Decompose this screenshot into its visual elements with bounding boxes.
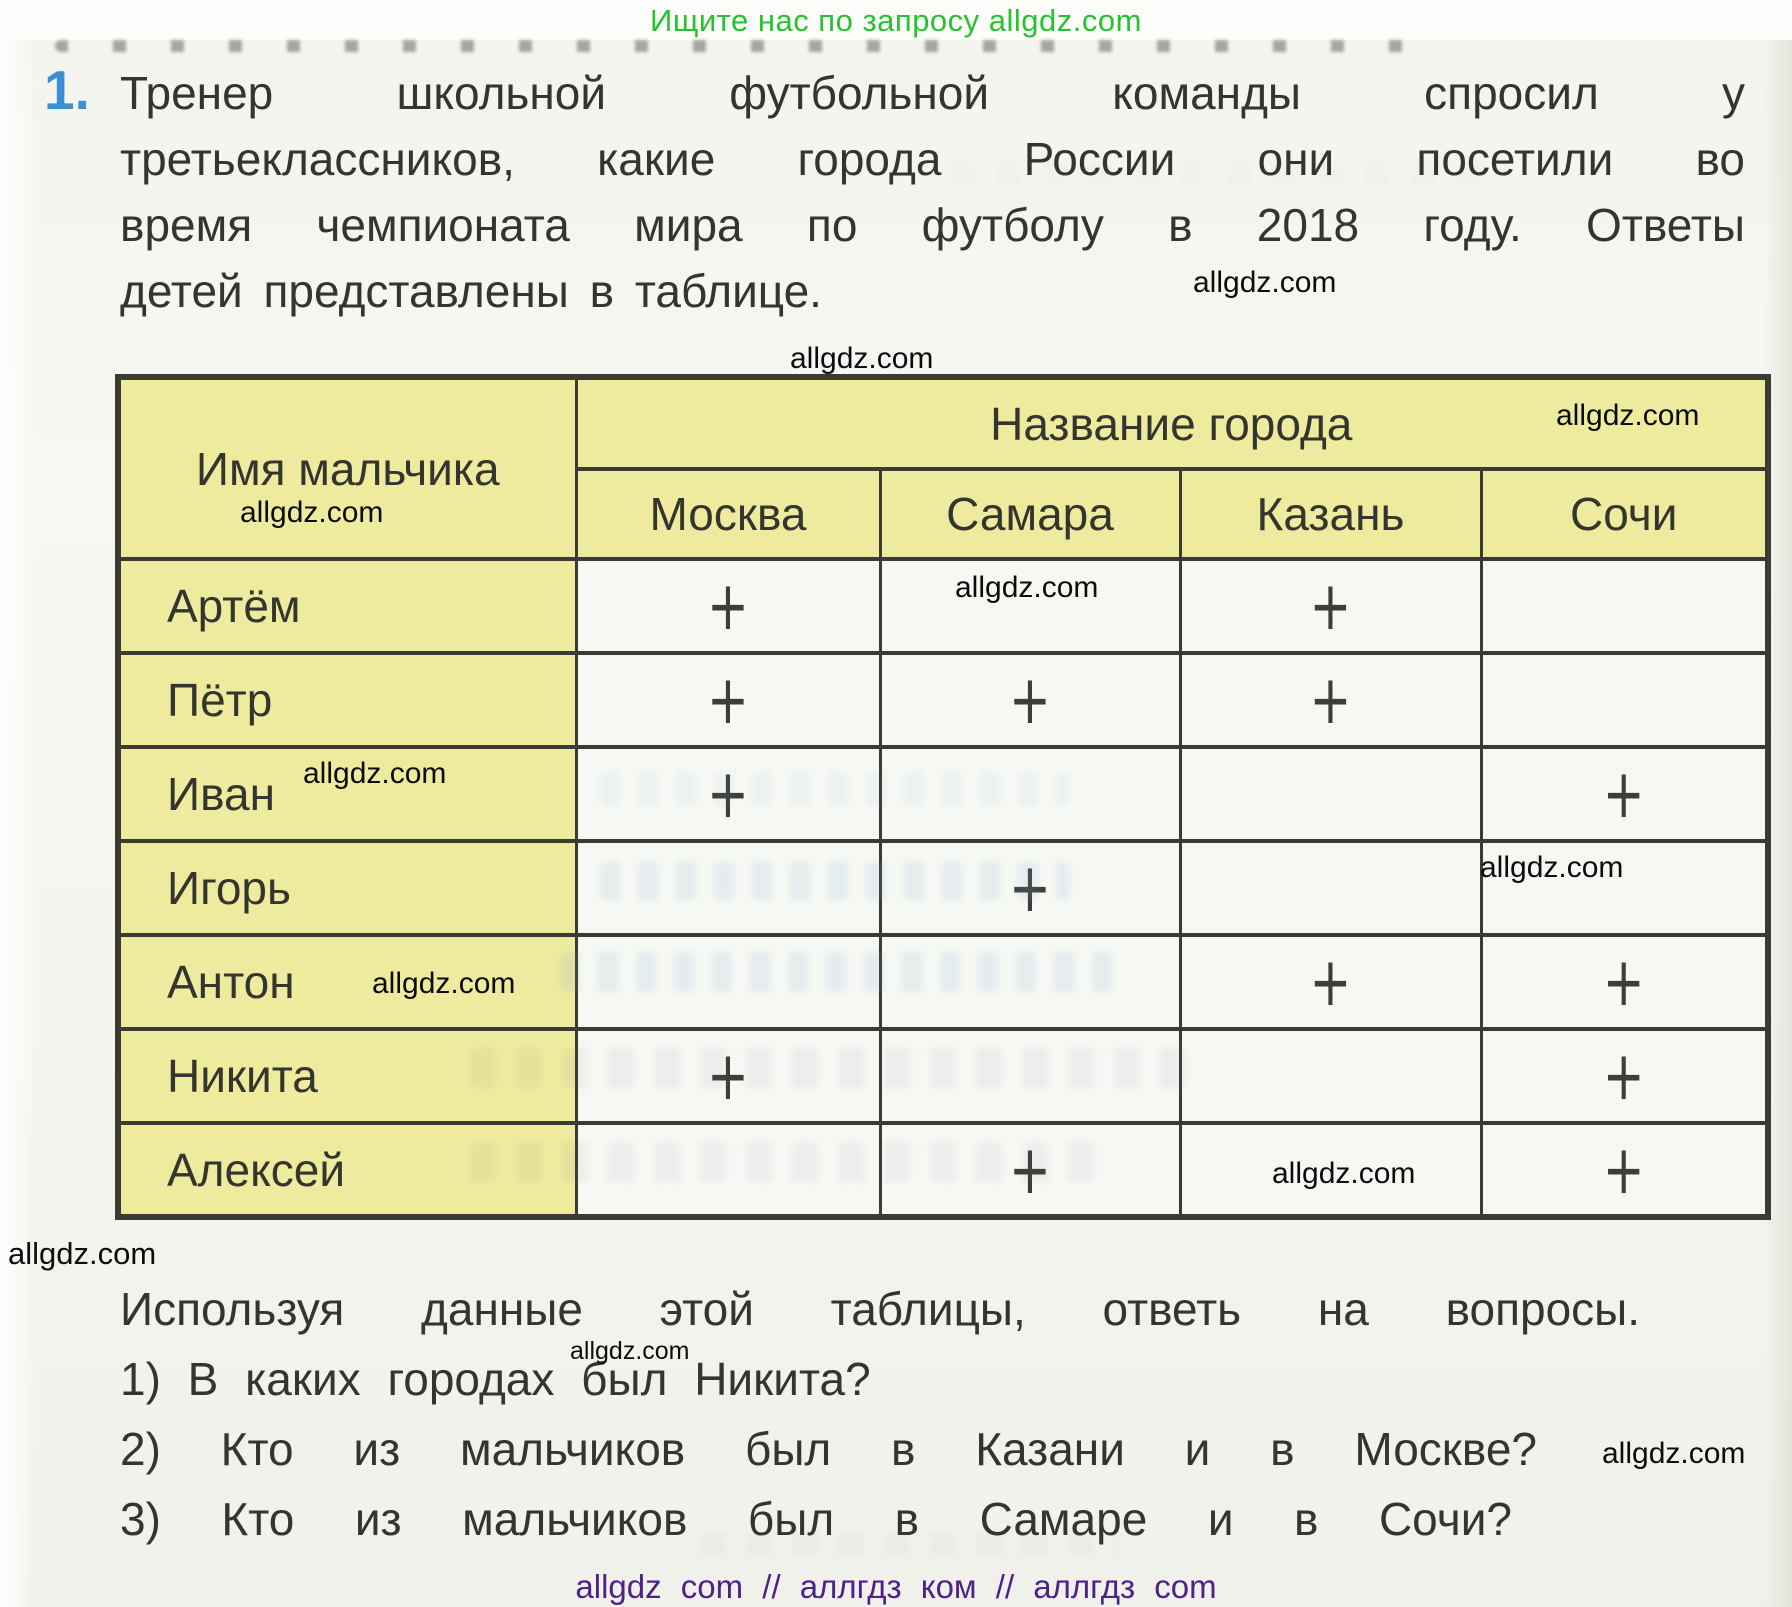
plus-mark: + — [1602, 1036, 1645, 1116]
row-name-cell: Никита — [116, 1027, 578, 1125]
visit-mark-cell: + — [878, 651, 1182, 749]
plus-mark: + — [1602, 754, 1645, 834]
question-3: 3) Кто из мальчиков был в Самаре и в Соч… — [120, 1493, 1512, 1545]
problem-number: 1. — [44, 59, 90, 121]
visit-mark-cell: + — [1178, 651, 1483, 749]
visit-mark-cell: + — [574, 651, 882, 749]
visit-mark-cell: + — [1479, 1027, 1770, 1125]
watermark: allgdz.com — [1193, 266, 1337, 299]
group-header-cell: Название города — [574, 375, 1770, 471]
problem-statement: Тренер школьной футбольной команды спрос… — [120, 60, 1745, 324]
visit-mark-cell — [878, 745, 1182, 843]
visit-mark-cell: + — [1479, 745, 1770, 843]
visit-mark-cell: + — [574, 745, 882, 843]
watermark: allgdz.com — [8, 1236, 157, 1271]
visit-mark-cell — [1178, 745, 1483, 843]
visit-mark-cell — [878, 557, 1182, 655]
plus-mark: + — [1602, 942, 1645, 1022]
row-name-cell: Антон — [116, 933, 578, 1031]
statement-line: третьеклассников, какие города России он… — [120, 133, 1745, 185]
question-2: 2) Кто из мальчиков был в Казани и в Мос… — [120, 1423, 1537, 1475]
visit-mark-cell: + — [1479, 933, 1770, 1031]
questions-lead: Используя данные этой таблицы, ответь на… — [120, 1283, 1640, 1335]
plus-mark: + — [1309, 566, 1352, 646]
visit-mark-cell — [878, 1027, 1182, 1125]
statement-line: Тренер школьной футбольной команды спрос… — [120, 67, 1745, 119]
watermark: allgdz.com — [303, 757, 447, 790]
city-header-moskva: Москва — [574, 467, 882, 561]
watermark: allgdz.com — [1272, 1157, 1416, 1190]
watermark: allgdz.com — [955, 571, 1099, 604]
plus-mark: + — [707, 1036, 749, 1116]
site-banner: Ищите нас по запросу allgdz.com — [650, 3, 1142, 38]
visit-mark-cell: + — [574, 557, 882, 655]
watermark: allgdz.com — [240, 496, 384, 529]
plus-mark: + — [707, 754, 749, 834]
visit-mark-cell — [1178, 1121, 1483, 1219]
visit-mark-cell — [574, 933, 882, 1031]
row-name-cell: Алексей — [116, 1121, 578, 1219]
city-visits-table: Имя мальчика Название города Москва Сама… — [115, 374, 1771, 1220]
plus-mark: + — [1309, 660, 1352, 740]
visit-mark-cell — [878, 933, 1182, 1031]
row-name-cell: Пётр — [116, 651, 578, 749]
city-header-samara: Самара — [878, 467, 1182, 561]
visit-mark-cell: + — [878, 839, 1182, 937]
plus-mark: + — [707, 660, 749, 740]
visit-mark-cell — [1178, 839, 1483, 937]
table-row: Игорь + — [116, 839, 1770, 937]
plus-mark: + — [1602, 1130, 1645, 1209]
visit-mark-cell: + — [1178, 933, 1483, 1031]
row-name-cell: Игорь — [116, 839, 578, 937]
watermark: allgdz.com — [570, 1337, 690, 1365]
visit-mark-cell — [1178, 1027, 1483, 1125]
table-row: Пётр + + + — [116, 651, 1770, 749]
visit-mark-cell — [574, 1121, 882, 1219]
visit-mark-cell: + — [878, 1121, 1182, 1219]
table-row: Иван + + — [116, 745, 1770, 843]
watermark: allgdz.com — [1480, 851, 1624, 884]
question-1: 1) В каких городах был Никита? — [120, 1353, 871, 1405]
statement-line: детей представлены в таблице. — [120, 265, 822, 317]
plus-mark: + — [1009, 1130, 1051, 1209]
watermark: allgdz.com — [1602, 1437, 1746, 1470]
watermark: allgdz.com — [790, 342, 934, 375]
statement-line: время чемпионата мира по футболу в 2018 … — [120, 199, 1745, 251]
corner-header-cell: Имя мальчика — [116, 375, 578, 561]
visit-mark-cell — [574, 839, 882, 937]
visit-mark-cell — [1479, 651, 1770, 749]
plus-mark: + — [707, 566, 749, 646]
visit-mark-cell: + — [1479, 1121, 1770, 1219]
plus-mark: + — [1309, 942, 1352, 1022]
visit-mark-cell — [1479, 557, 1770, 655]
table-row: Никита + + — [116, 1027, 1770, 1125]
table-row: Артём + + — [116, 557, 1770, 655]
watermark: allgdz.com — [1556, 399, 1700, 432]
table-row: Алексей + + — [116, 1121, 1770, 1219]
watermark: allgdz.com — [372, 967, 516, 1000]
city-header-kazan: Казань — [1178, 467, 1483, 561]
visit-mark-cell — [1479, 839, 1770, 937]
row-name-cell: Артём — [116, 557, 578, 655]
footer-watermark: allgdz com // аллгдз ком // аллгдз com — [575, 1568, 1217, 1605]
city-header-sochi: Сочи — [1479, 467, 1770, 561]
visit-mark-cell: + — [574, 1027, 882, 1125]
table-row: Антон + + — [116, 933, 1770, 1031]
plus-mark: + — [1009, 848, 1051, 928]
row-name-cell: Иван — [116, 745, 578, 843]
scan-left-edge — [0, 40, 36, 1607]
plus-mark: + — [1009, 660, 1051, 740]
visit-mark-cell: + — [1178, 557, 1483, 655]
